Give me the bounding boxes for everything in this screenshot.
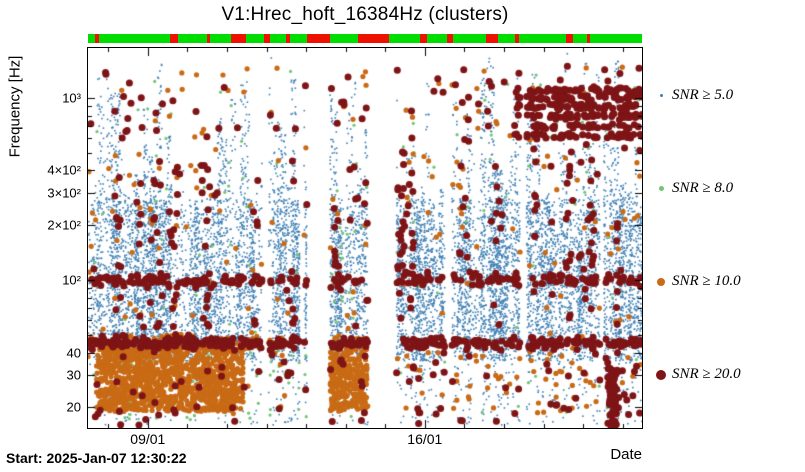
legend-entry: SNR ≥ 10.0 (650, 272, 802, 292)
quality-bad-segment (420, 34, 428, 43)
quality-bad-segment (306, 34, 331, 43)
quality-bad-segment (286, 34, 290, 43)
quality-bad-segment (94, 34, 100, 43)
legend-label: SNR ≥ 20.0 (672, 366, 741, 383)
legend-label: SNR ≥ 8.0 (672, 179, 734, 196)
y-tick-label: 30 (66, 367, 81, 383)
y-axis-tick-labels: 10³ 4×10² 3×10² 2×10² 10² 40 30 20 (0, 48, 84, 428)
plot-area (87, 47, 643, 429)
legend-marker-dot (659, 93, 663, 97)
legend-marker-snr10 (650, 277, 672, 286)
y-tick-label: 40 (66, 345, 81, 360)
legend-entry: SNR ≥ 20.0 (650, 365, 802, 385)
legend-label: SNR ≥ 5.0 (672, 86, 734, 103)
quality-bad-segment (586, 34, 590, 43)
legend-marker-snr20 (650, 369, 672, 380)
legend-marker-dot (658, 185, 664, 191)
y-tick-label: 10² (62, 272, 81, 288)
quality-bad-segment (358, 34, 389, 43)
x-tick-label: 09/01 (130, 431, 166, 447)
legend: SNR ≥ 5.0 SNR ≥ 8.0 SNR ≥ 10.0 SNR ≥ 20.0 (650, 85, 802, 385)
legend-marker-dot (657, 277, 665, 286)
y-tick-label: 2×10² (47, 217, 81, 233)
x-tick-label: 16/01 (407, 431, 443, 447)
start-timestamp: Start: 2025-Jan-07 12:30:22 (6, 450, 187, 466)
legend-marker-dot (656, 369, 666, 380)
legend-marker-snr5 (650, 93, 672, 97)
scatter-canvas (88, 48, 642, 428)
y-tick-label: 4×10² (47, 162, 81, 178)
x-axis-tick-labels: 09/01 16/01 (88, 431, 642, 449)
quality-bad-segment (207, 34, 211, 43)
quality-bad-segment (264, 34, 270, 43)
quality-bad-segment (446, 34, 453, 43)
y-tick-label: 3×10² (47, 185, 81, 201)
quality-bad-segment (169, 34, 178, 43)
quality-bad-segment (566, 34, 573, 43)
legend-label: SNR ≥ 10.0 (672, 273, 741, 290)
legend-marker-snr8 (650, 185, 672, 191)
x-axis-title: Date (610, 446, 642, 463)
legend-entry: SNR ≥ 5.0 (650, 85, 802, 105)
quality-bad-segment (485, 34, 498, 43)
quality-bad-segment (230, 34, 247, 43)
y-tick-label: 20 (66, 399, 81, 415)
y-tick-label: 10³ (62, 90, 81, 106)
chart-title: V1:Hrec_hoft_16384Hz (clusters) (221, 4, 509, 25)
quality-strip (88, 34, 642, 43)
quality-bad-segment (514, 34, 519, 43)
legend-entry: SNR ≥ 8.0 (650, 178, 802, 198)
